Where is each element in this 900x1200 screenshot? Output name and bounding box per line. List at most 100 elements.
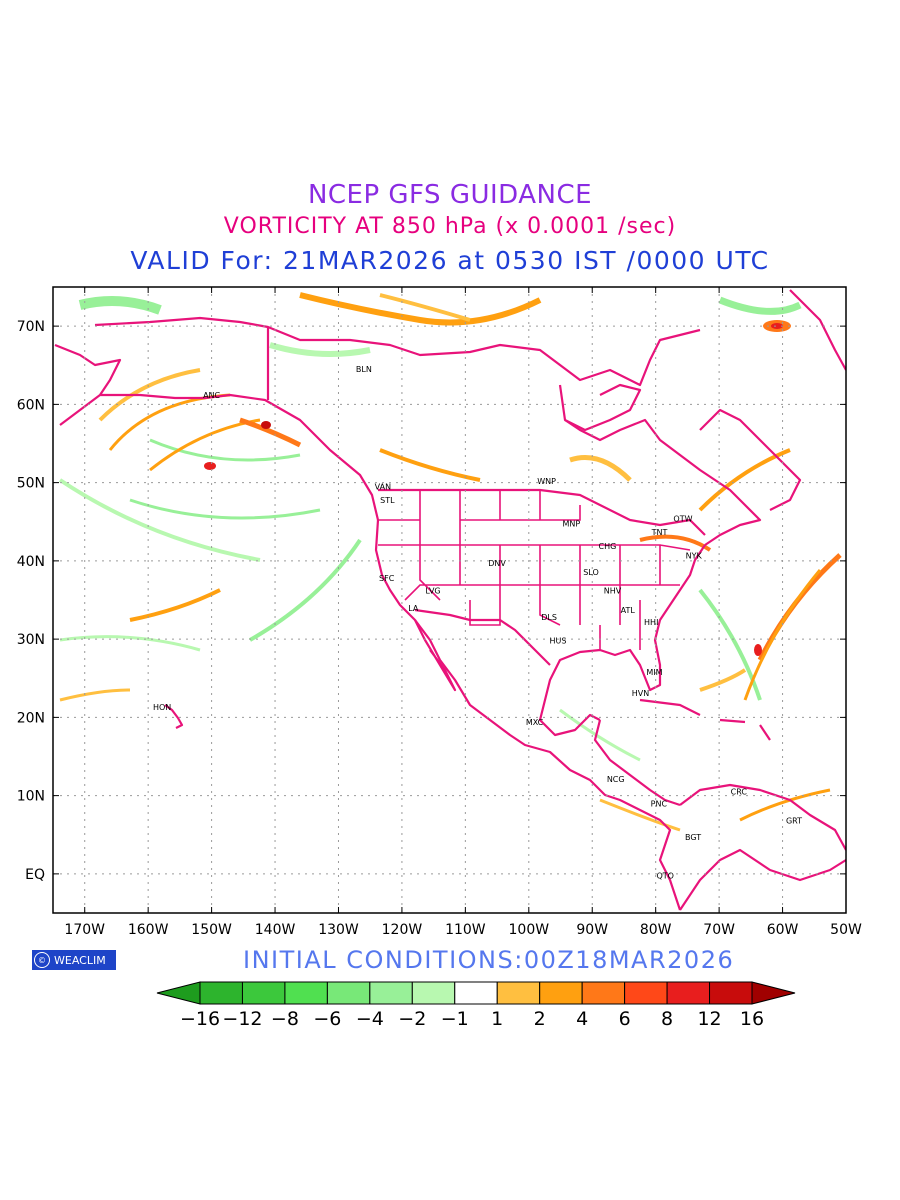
city-label-nhv: NHV	[604, 587, 622, 596]
y-tick-label: 20N	[17, 710, 45, 726]
vorticity-max-core	[771, 323, 783, 329]
map-frame	[52, 286, 847, 914]
colorbar-label: 1	[491, 1008, 503, 1030]
x-tick-label: 50W	[830, 922, 862, 938]
coastline-baja	[414, 619, 457, 692]
vorticity-band-negative	[129, 498, 321, 520]
coastline-greenland	[789, 289, 846, 371]
city-label-slo: SLO	[583, 568, 599, 577]
x-tick-label: 100W	[509, 922, 550, 938]
colorbar-cell	[709, 981, 753, 1005]
colorbar-cell	[326, 981, 371, 1005]
colorbar-cell	[581, 981, 626, 1005]
city-label-mim: MIM	[646, 668, 662, 677]
vorticity-band-negative	[249, 538, 362, 642]
city-label-bln: BLN	[356, 365, 372, 374]
coastline-canada-east	[564, 418, 762, 546]
political-boundaries	[54, 289, 846, 911]
city-label-dnv: DNV	[488, 559, 506, 568]
vorticity-band-negative	[718, 296, 802, 315]
vorticity-band-positive	[743, 569, 822, 701]
city-label-ncg: NCG	[607, 775, 625, 784]
city-label-pnc: PNC	[651, 799, 668, 808]
vorticity-band-positive	[299, 292, 542, 326]
coastline-hudson-bay	[558, 383, 642, 432]
vorticity-band-negative	[59, 635, 201, 652]
x-tick-label: 170W	[64, 922, 105, 938]
vorticity-max-core	[754, 644, 762, 656]
city-label-hus: HUS	[550, 637, 567, 646]
vorticity-band-positive	[599, 798, 681, 832]
y-tick-label: 30N	[17, 632, 45, 648]
coastline-alaska-arctic	[94, 316, 701, 387]
colorbar-cell	[369, 981, 413, 1005]
x-tick-label: 160W	[128, 922, 169, 938]
colorbar-end-triangle-low	[156, 981, 201, 1005]
weaclim-badge: © WEACLIM	[32, 950, 116, 970]
city-label-lvg: LVG	[425, 587, 440, 596]
city-label-nyk: NYK	[686, 551, 703, 560]
colorbar-label: −4	[356, 1008, 384, 1030]
vorticity-band-negative	[269, 342, 371, 357]
city-label-stl: STL	[380, 496, 395, 505]
city-labels: BLN ANC VAN STL WNP MNP TNT OTW CHG NYK DNV SFC SLO L…	[153, 365, 802, 880]
state-lines	[378, 490, 691, 650]
colorbar-label: −1	[441, 1008, 469, 1030]
y-tick-label: 60N	[17, 397, 45, 413]
hawaii-islands	[164, 704, 184, 729]
colorbar-label: 2	[534, 1008, 546, 1030]
vorticity-band-positive	[129, 588, 221, 622]
city-label-mxc: MXC	[526, 718, 544, 727]
city-label-van: VAN	[375, 483, 391, 492]
city-label-hon: HON	[153, 703, 171, 712]
border-us-canada	[378, 488, 706, 536]
coastline-south-america	[679, 783, 846, 911]
x-tick-label: 70W	[703, 922, 735, 938]
city-label-tnt: TNT	[651, 528, 668, 537]
colorbar-cell	[539, 981, 583, 1005]
colorbar-label: −6	[313, 1008, 341, 1030]
chart-title: NCEP GFS GUIDANCE	[307, 180, 593, 210]
vorticity-band-positive	[59, 688, 131, 702]
vorticity-band-negative	[58, 478, 261, 562]
city-label-otw: OTW	[673, 515, 692, 524]
vorticity-band-positive	[739, 788, 831, 822]
city-label-anc: ANC	[203, 391, 220, 400]
x-tick-label: 130W	[318, 922, 359, 938]
copyright-icon: ©	[34, 952, 50, 968]
y-axis: EQ 10N 20N 30N 40N 50N 60N 70N	[17, 319, 846, 883]
city-label-hvn: HVN	[632, 689, 649, 698]
city-label-dls: DLS	[541, 613, 557, 622]
city-label-crc: CRC	[731, 788, 748, 797]
vorticity-band-positive	[569, 455, 632, 482]
y-tick-label: 10N	[17, 789, 45, 805]
vorticity-band-positive	[379, 448, 481, 482]
chart-subtitle-valid-time: VALID For: 21MAR2026 at 0530 IST /0000 U…	[130, 246, 770, 275]
vorticity-band-negative	[78, 296, 162, 315]
colorbar-cell	[624, 981, 668, 1005]
colorbar-cell	[284, 981, 328, 1005]
y-tick-label: 50N	[17, 476, 45, 492]
city-label-mnp: MNP	[562, 519, 580, 528]
colorbar-cell	[241, 981, 286, 1005]
colorbar-label: 4	[576, 1008, 588, 1030]
x-tick-label: 60W	[767, 922, 799, 938]
colorbar-label: 8	[661, 1008, 673, 1030]
vorticity-band-positive	[98, 368, 201, 422]
vorticity-band-positive	[239, 417, 302, 448]
y-tick-label: 40N	[17, 554, 45, 570]
x-tick-label: 110W	[445, 922, 486, 938]
colorbar-end-triangle-high	[751, 981, 796, 1005]
x-tick-label: 90W	[576, 922, 608, 938]
colorbar-cell	[411, 981, 456, 1005]
city-label-qto: QTO	[656, 871, 673, 880]
colorbar-cell	[454, 981, 498, 1005]
badge-text: WEACLIM	[54, 953, 106, 967]
colorbar-label: −2	[398, 1008, 426, 1030]
colorbar-cell	[496, 981, 541, 1005]
city-label-bgt: BGT	[685, 833, 701, 842]
city-label-chg: CHG	[599, 542, 617, 551]
x-tick-label: 80W	[640, 922, 672, 938]
x-tick-label: 140W	[255, 922, 296, 938]
